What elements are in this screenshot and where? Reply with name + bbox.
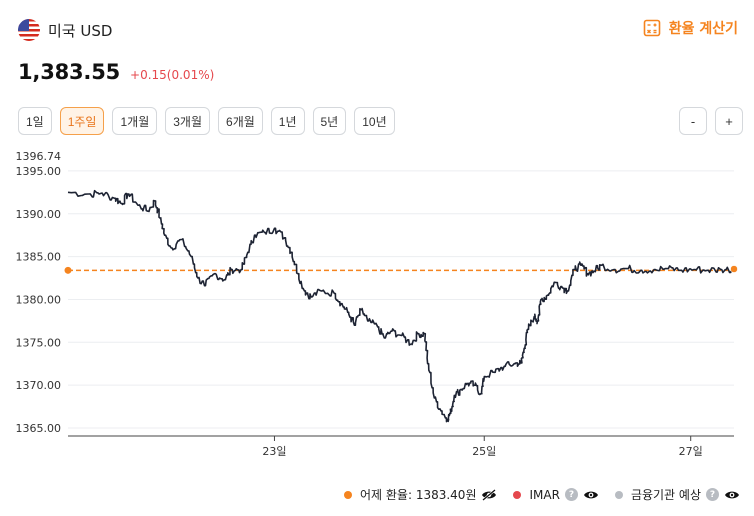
quote-row: 1,383.55 +0.15(0.01%) <box>18 60 214 84</box>
header: 미국 USD 환율 계산기 <box>18 16 738 44</box>
zoom-out-button[interactable]: - <box>679 107 707 135</box>
eye-icon[interactable] <box>724 489 740 501</box>
currency-name: 미국 USD <box>48 21 113 40</box>
y-tick-label: 1385.00 <box>16 251 62 264</box>
price-change: +0.15(0.01%) <box>130 68 215 82</box>
help-icon[interactable]: ? <box>706 488 719 501</box>
legend-yesterday-rate: 어제 환율: 1383.40원 <box>343 486 498 503</box>
x-tick-label: 27일 <box>679 444 703 458</box>
period-5y-button[interactable]: 5년 <box>312 107 347 135</box>
y-tick-label: 1390.00 <box>16 208 62 221</box>
us-flag-icon <box>18 19 40 41</box>
exchange-rate-chart[interactable]: 1396.74 1395.00 1390.00 1385.00 1380.00 1375.… <box>0 150 754 470</box>
reference-start-point <box>64 266 72 274</box>
eye-icon[interactable] <box>583 489 599 501</box>
period-1y-button[interactable]: 1년 <box>270 107 305 135</box>
calculator-icon <box>643 19 661 37</box>
x-tick-label: 23일 <box>262 444 286 458</box>
period-3m-button[interactable]: 3개월 <box>165 107 211 135</box>
calculator-label: 환율 계산기 <box>668 21 738 37</box>
yesterday-dot-icon <box>343 490 352 499</box>
imar-dot-icon <box>513 490 522 499</box>
y-tick-label: 1375.00 <box>16 336 62 349</box>
imar-label: IMAR <box>529 487 560 502</box>
legend-imar: IMAR ? <box>513 488 598 502</box>
current-point-marker <box>730 265 738 273</box>
y-tick-label: 1365.00 <box>16 422 62 435</box>
y-tick-label: 1395.00 <box>16 165 62 178</box>
current-price: 1,383.55 <box>18 60 121 84</box>
period-6m-button[interactable]: 6개월 <box>218 107 263 135</box>
exchange-calculator-button[interactable]: 환율 계산기 <box>643 18 738 38</box>
period-selector: 1일 1주일 1개월 3개월 6개월 1년 5년 10년 <box>18 107 403 135</box>
yesterday-rate-label: 어제 환율: 1383.40원 <box>359 488 477 502</box>
zoom-in-button[interactable]: + <box>715 107 743 135</box>
y-tick-label: 1380.00 <box>16 293 62 306</box>
bank-forecast-label: 금융기관 예상 <box>630 488 701 502</box>
bank-dot-icon <box>614 490 623 499</box>
legend-bank-forecast: 금융기관 예상 ? <box>614 486 740 503</box>
y-tick-label: 1396.74 <box>16 150 62 163</box>
period-1m-button[interactable]: 1개월 <box>112 107 158 135</box>
y-tick-label: 1370.00 <box>16 379 62 392</box>
help-icon[interactable]: ? <box>564 488 578 501</box>
period-10y-button[interactable]: 10년 <box>354 107 395 135</box>
eye-off-icon[interactable] <box>481 488 497 501</box>
chart-legend: 어제 환율: 1383.40원 IMAR ? 금융기관 예상 ? <box>328 486 740 503</box>
usd-rate-series-line <box>67 189 735 423</box>
period-1d-button[interactable]: 1일 <box>18 107 52 135</box>
x-tick-label: 25일 <box>472 444 496 458</box>
period-1w-button[interactable]: 1주일 <box>59 107 105 135</box>
